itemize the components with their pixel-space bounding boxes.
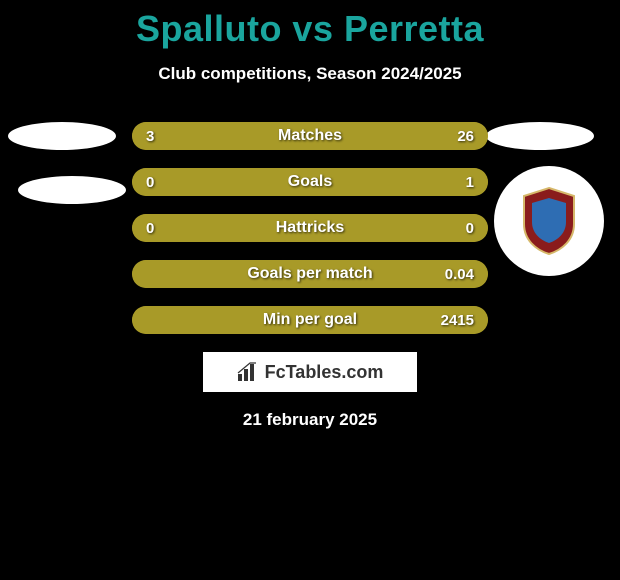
bar-chart-icon bbox=[237, 362, 259, 382]
bar-track bbox=[132, 260, 488, 288]
bar-right bbox=[153, 260, 488, 288]
bar-track bbox=[132, 306, 488, 334]
stat-value-left: 0 bbox=[146, 168, 154, 196]
stat-row: Goals01 bbox=[132, 168, 488, 196]
bar-right bbox=[153, 168, 488, 196]
stat-value-left: 0 bbox=[146, 214, 154, 242]
subtitle: Club competitions, Season 2024/2025 bbox=[0, 64, 620, 84]
stat-value-right: 26 bbox=[457, 122, 474, 150]
stat-value-right: 0.04 bbox=[445, 260, 474, 288]
stat-row: Goals per match0.04 bbox=[132, 260, 488, 288]
bar-left bbox=[132, 260, 153, 288]
page-title: Spalluto vs Perretta bbox=[0, 0, 620, 50]
stats-container: Matches326Goals01Hattricks00Goals per ma… bbox=[0, 122, 620, 334]
brand-text: FcTables.com bbox=[265, 362, 384, 383]
stat-value-right: 0 bbox=[466, 214, 474, 242]
stat-row: Hattricks00 bbox=[132, 214, 488, 242]
bar-right bbox=[168, 122, 488, 150]
bar-left bbox=[132, 306, 153, 334]
bar-track bbox=[132, 168, 488, 196]
bar-right bbox=[153, 306, 488, 334]
bar-left bbox=[132, 214, 310, 242]
stat-row: Matches326 bbox=[132, 122, 488, 150]
bar-right bbox=[310, 214, 488, 242]
stat-value-right: 2415 bbox=[441, 306, 474, 334]
stat-value-left: 3 bbox=[146, 122, 154, 150]
bar-track bbox=[132, 122, 488, 150]
brand-logo[interactable]: FcTables.com bbox=[203, 352, 417, 392]
stat-row: Min per goal2415 bbox=[132, 306, 488, 334]
stat-value-right: 1 bbox=[466, 168, 474, 196]
bar-track bbox=[132, 214, 488, 242]
date-text: 21 february 2025 bbox=[0, 410, 620, 430]
